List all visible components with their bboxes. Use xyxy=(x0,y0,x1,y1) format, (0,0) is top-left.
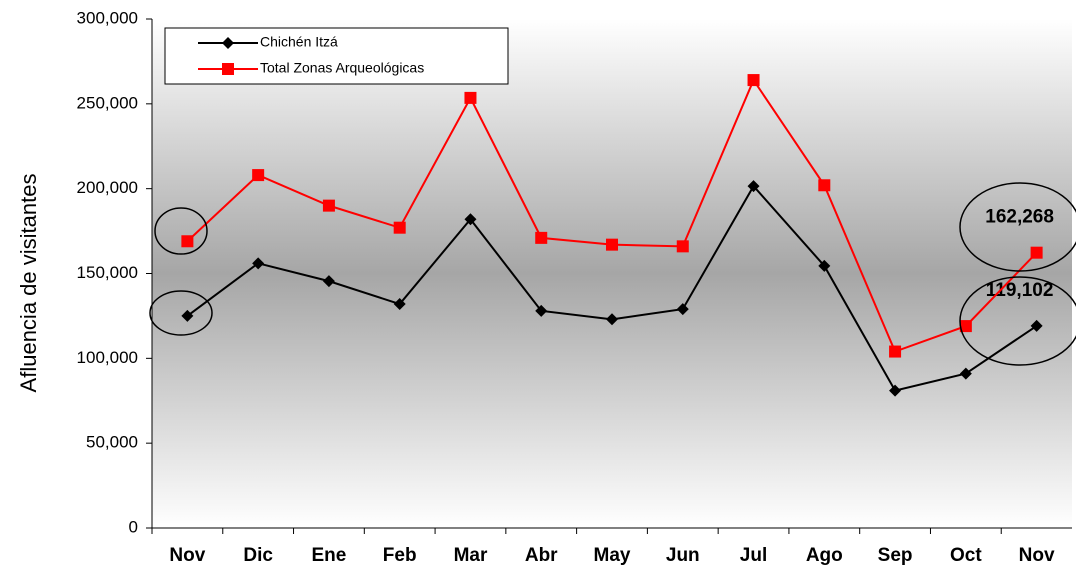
marker xyxy=(818,179,831,192)
y-tick-label: 250,000 xyxy=(77,93,138,112)
marker xyxy=(889,345,902,358)
marker xyxy=(606,238,618,251)
marker xyxy=(1030,319,1043,332)
marker xyxy=(747,180,760,193)
marker xyxy=(464,91,477,104)
legend-label: Total Zonas Arqueológicas xyxy=(260,60,424,76)
legend-label: Chichén Itzá xyxy=(260,34,338,50)
marker xyxy=(818,259,831,272)
x-tick-label: Feb xyxy=(383,545,417,566)
x-tick-label: Jul xyxy=(740,545,767,566)
marker xyxy=(393,221,406,234)
marker xyxy=(676,303,689,316)
plot-area xyxy=(152,19,1072,528)
y-tick-label: 0 xyxy=(129,517,138,536)
marker xyxy=(322,199,335,212)
data-label: 119,102 xyxy=(986,280,1054,301)
marker xyxy=(252,169,265,182)
marker xyxy=(1030,246,1043,259)
marker xyxy=(606,313,618,326)
marker xyxy=(222,37,234,49)
marker xyxy=(959,367,972,380)
y-axis-title: Afluencia de visitantes xyxy=(16,174,41,393)
x-tick-label: Sep xyxy=(878,545,913,566)
x-tick-label: Oct xyxy=(950,545,982,566)
data-label: 162,268 xyxy=(985,207,1054,228)
highlight xyxy=(959,276,1076,366)
x-tick-label: Abr xyxy=(525,545,558,566)
y-tick-label: 200,000 xyxy=(77,178,138,197)
marker xyxy=(464,213,477,226)
plot: 0 50,000 100,000 150,000 200,000 250,000 300,0… xyxy=(77,8,1072,566)
marker xyxy=(889,384,902,397)
x-tick-label: Nov xyxy=(1019,545,1055,566)
x-tick-label: May xyxy=(594,545,631,566)
marker xyxy=(181,235,194,248)
y-tick-label: 300,000 xyxy=(77,8,138,27)
marker xyxy=(676,240,689,253)
x-tick-label: Nov xyxy=(169,545,205,566)
y-tick-label: 150,000 xyxy=(77,263,138,282)
marker xyxy=(535,231,548,244)
x-tick-label: Mar xyxy=(454,545,488,566)
highlight xyxy=(959,182,1076,272)
y-tick-label: 50,000 xyxy=(86,433,138,452)
marker xyxy=(252,257,265,270)
highlight-ellipses xyxy=(149,182,1076,366)
marker xyxy=(535,304,548,317)
x-tick-label: Dic xyxy=(243,545,273,566)
marker xyxy=(222,63,234,75)
marker xyxy=(181,309,194,322)
x-tick-label: Jun xyxy=(666,545,700,566)
y-tick-label: 100,000 xyxy=(77,348,138,367)
x-tick-label: Ene xyxy=(311,545,346,566)
marker xyxy=(747,74,760,87)
highlight xyxy=(149,290,213,336)
marker xyxy=(959,320,972,333)
marker xyxy=(393,298,406,311)
x-tick-label: Ago xyxy=(806,545,843,566)
marker xyxy=(322,275,335,288)
highlight xyxy=(154,207,208,255)
